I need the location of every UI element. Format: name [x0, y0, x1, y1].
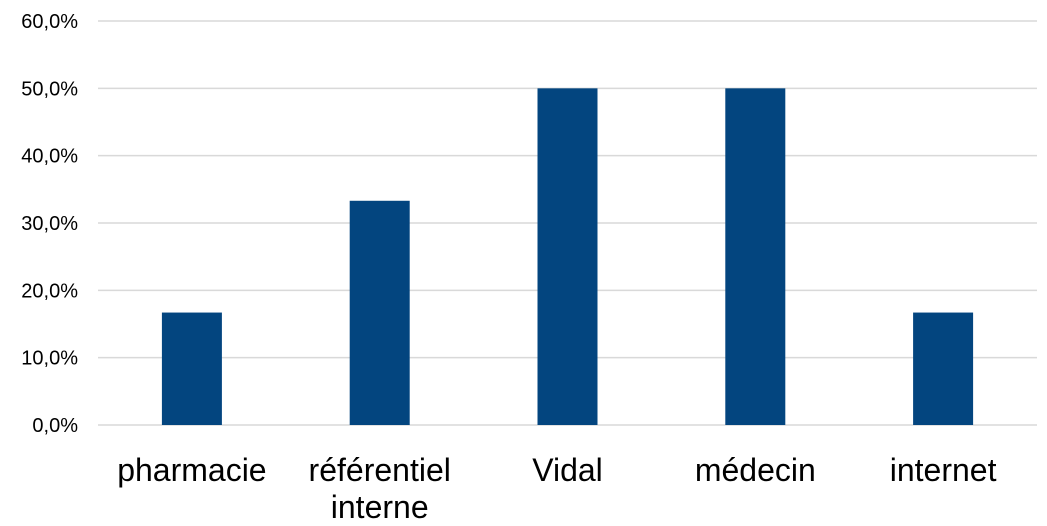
y-tick-label: 20,0%	[21, 280, 78, 302]
bar	[349, 200, 410, 425]
x-tick-label-line: référentiel	[309, 452, 451, 488]
bar	[913, 312, 974, 425]
y-tick-label: 0,0%	[32, 415, 78, 437]
y-tick-label: 40,0%	[21, 146, 78, 168]
x-tick-label: internet	[890, 452, 997, 488]
x-tick-label-line: internet	[890, 452, 997, 488]
x-tick-label-line: Vidal	[532, 452, 603, 488]
x-tick-label: référentiel interne	[309, 452, 451, 525]
x-tick-label-line: interne	[331, 489, 429, 525]
x-tick-label-line: pharmacie	[117, 452, 266, 488]
bar	[537, 88, 598, 425]
x-tick-label-line: médecin	[695, 452, 816, 488]
y-tick-label: 10,0%	[21, 348, 78, 370]
bars	[161, 88, 974, 425]
y-tick-label: 30,0%	[21, 213, 78, 235]
x-axis-tick-labels: pharmacie référentiel interne Vidal médecin i…	[117, 452, 996, 525]
x-tick-label: Vidal	[532, 452, 603, 488]
y-tick-label: 50,0%	[21, 78, 78, 100]
bar	[161, 312, 222, 425]
x-tick-label: pharmacie	[117, 452, 266, 488]
bar	[725, 88, 786, 425]
y-tick-label: 60,0%	[21, 11, 78, 33]
y-axis-tick-labels: 0,0% 10,0% 20,0% 30,0% 40,0% 50,0% 60,0%	[21, 11, 78, 437]
x-tick-label: médecin	[695, 452, 816, 488]
